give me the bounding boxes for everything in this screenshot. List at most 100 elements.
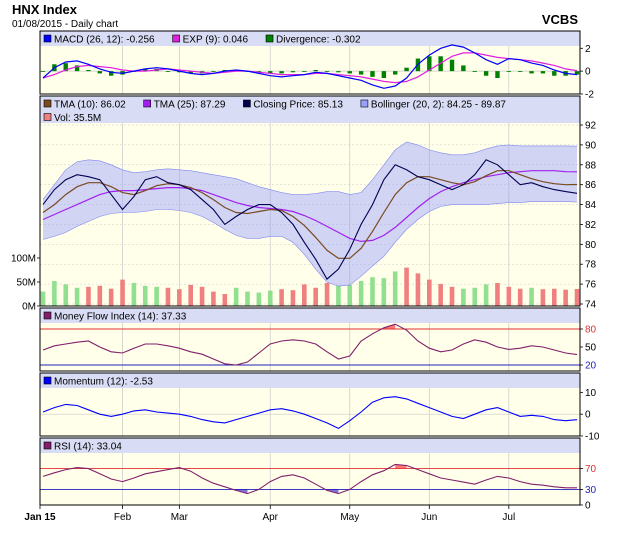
volume-bar <box>267 290 273 306</box>
volume-bar <box>495 282 500 306</box>
closing-price-line <box>42 159 578 280</box>
legend-swatch <box>43 441 52 450</box>
divergence-bar <box>336 71 341 73</box>
volume-bar <box>370 277 375 306</box>
volume-bar <box>563 289 568 306</box>
y-tick-label: 88 <box>585 160 597 171</box>
x-tick-label: Mar <box>171 512 189 523</box>
legend-swatch <box>43 311 52 320</box>
divergence-bar <box>108 71 114 76</box>
divergence-bar <box>393 71 398 75</box>
y-tick-label: 0 <box>585 67 591 78</box>
macd-line <box>42 44 578 89</box>
volume-bar <box>245 291 250 306</box>
legend-label: TMA (10): 86.02 <box>54 100 126 111</box>
panel-legend-strip <box>40 373 580 388</box>
rsi-line <box>42 463 577 495</box>
y-tick-label: -10 <box>585 432 600 443</box>
legend-swatch <box>243 99 251 108</box>
volume-bar <box>40 291 46 306</box>
y-tick-label: 84 <box>585 200 597 211</box>
divergence-bar <box>358 71 364 75</box>
volume-bar <box>290 290 296 306</box>
divergence-bar <box>495 71 500 78</box>
panel-border <box>39 372 581 437</box>
y-tick-label: 30 <box>585 485 597 496</box>
divergence-bar <box>302 71 307 72</box>
y-tick-label: 10 <box>585 388 597 399</box>
brand-label: VCBS <box>542 12 578 27</box>
volume-bar <box>222 294 228 306</box>
volume-bar <box>188 284 194 306</box>
legend-label: Bollinger (20, 2): 84.25 - 89.87 <box>371 100 507 111</box>
divergence-bar <box>290 71 296 73</box>
volume-bar <box>551 288 557 306</box>
legend-label: Vol: 35.5M <box>54 113 101 124</box>
volume-bar <box>358 281 364 306</box>
volume-bar <box>574 288 580 306</box>
price-panel: 92 90 88 86 84 82 80 78 76 74 0M 50M 100M TMA (10): 8… <box>11 95 597 313</box>
x-tick-label: Apr <box>262 512 278 523</box>
volume-bar <box>142 285 148 306</box>
y-tick-label: 74 <box>585 300 597 311</box>
volume-bar <box>472 287 478 306</box>
legend-label: Money Flow Index (14): 37.33 <box>54 312 187 323</box>
volume-legend: Vol: 35.5M <box>43 113 101 124</box>
legend-swatch <box>43 376 52 385</box>
volume-bar <box>381 278 387 306</box>
volume-bar <box>131 282 137 306</box>
legend-label: MACD (26, 12): -0.256 <box>54 35 155 46</box>
volume-bar <box>426 279 432 306</box>
y-tick-label: -2 <box>585 90 594 101</box>
volume-bar <box>279 289 284 306</box>
volume-bar <box>74 287 80 306</box>
legend-label: EXP (9): 0.046 <box>183 35 249 46</box>
volume-bar <box>540 289 546 306</box>
legend-swatch <box>143 99 152 108</box>
x-tick-label: Feb <box>114 512 132 523</box>
divergence-bar <box>552 71 557 76</box>
legend-swatch <box>360 99 369 108</box>
y-tick-label: 80 <box>585 240 597 251</box>
volume-bar <box>506 286 512 306</box>
tma-25-line <box>42 170 578 243</box>
panel-border <box>39 30 581 95</box>
panel-border <box>39 307 581 372</box>
divergence-bar <box>74 65 80 72</box>
bollinger-band <box>43 141 577 287</box>
x-tick-label: May <box>340 512 359 523</box>
volume-bar <box>97 285 103 306</box>
volume-bar <box>86 286 91 306</box>
divergence-bar <box>404 67 409 72</box>
legend-swatch <box>172 34 180 43</box>
divergence-bar <box>313 70 318 72</box>
legend-label: RSI (14): 33.04 <box>54 442 122 453</box>
panel-legend-strip-2 <box>40 111 580 123</box>
volume-bar <box>483 284 489 306</box>
volume-bar <box>449 286 455 306</box>
bollinger-lower-line <box>42 201 578 287</box>
legend-swatch <box>43 99 52 108</box>
divergence-bar <box>506 71 512 72</box>
x-tick-label: Jan 15 <box>24 512 56 523</box>
volume-tick-label: 0M <box>22 302 36 313</box>
volume-bar <box>529 287 534 306</box>
volume-bar <box>165 287 171 306</box>
volume-bar <box>392 271 398 306</box>
volume-bar <box>233 287 239 306</box>
volume-bar <box>154 286 159 306</box>
volume-bar <box>302 284 307 306</box>
chart-subtitle: 01/08/2015 - Daily chart <box>12 19 118 30</box>
volume-bar <box>177 289 182 306</box>
y-tick-label: 0 <box>585 410 591 421</box>
y-tick-label: 2 <box>585 44 591 55</box>
panel-border <box>39 437 581 506</box>
volume-bar <box>120 279 125 306</box>
divergence-bar <box>517 71 523 72</box>
volume-bar <box>313 287 318 306</box>
y-tick-label: 80 <box>585 325 597 336</box>
volume-bar <box>211 291 216 306</box>
divergence-bar <box>574 71 580 75</box>
